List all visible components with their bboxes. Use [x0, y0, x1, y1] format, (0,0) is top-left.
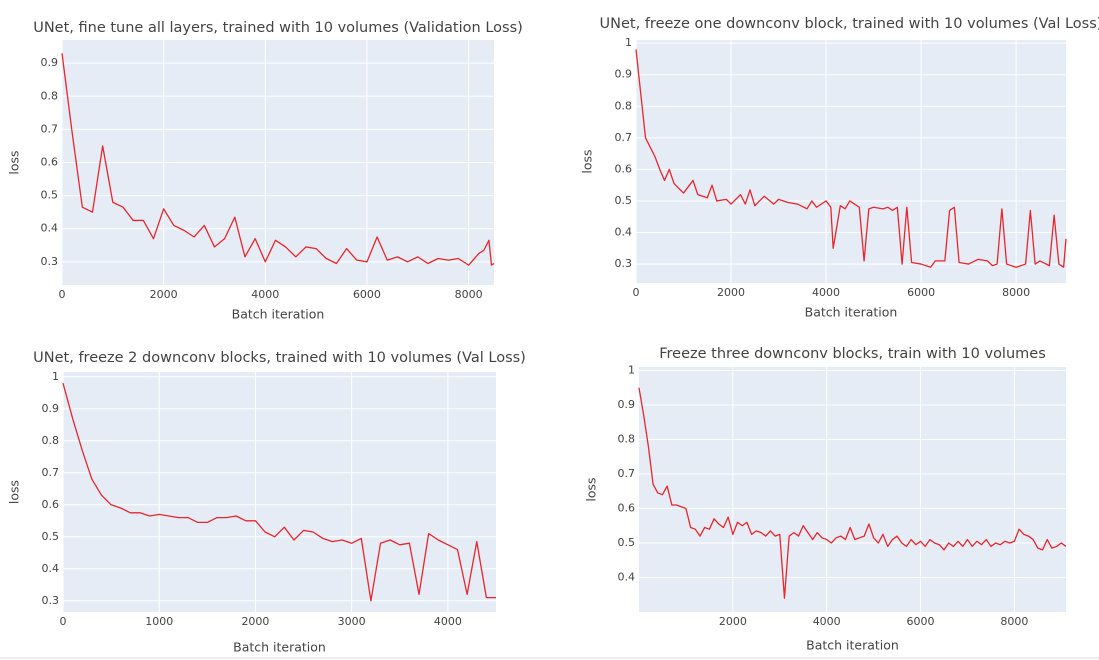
- x-tick-label: 2000: [719, 615, 747, 628]
- x-tick-label: 0: [633, 286, 640, 299]
- x-tick-label: 0: [60, 615, 67, 628]
- plot-area: [63, 372, 496, 612]
- y-tick-label: 0.5: [41, 189, 59, 202]
- y-tick-label: 0.7: [41, 122, 59, 135]
- y-axis-label: loss: [580, 149, 595, 173]
- y-tick-label: 0.3: [615, 257, 633, 270]
- x-tick-label: 6000: [907, 615, 935, 628]
- x-tick-label: 4000: [812, 286, 840, 299]
- y-tick-label: 0.9: [618, 398, 636, 411]
- y-tick-label: 0.3: [41, 255, 59, 268]
- loss-line: [638, 387, 1067, 599]
- y-tick-label: 0.8: [618, 432, 636, 445]
- y-tick-label: 1: [52, 370, 59, 383]
- plot-area: [639, 367, 1066, 612]
- y-tick-label: 0.5: [42, 530, 60, 543]
- loss-line: [61, 53, 495, 266]
- y-axis-label: loss: [7, 480, 22, 504]
- y-tick-label: 0.7: [42, 466, 60, 479]
- x-tick-label: 8000: [1000, 615, 1028, 628]
- x-axis-label: Batch iteration: [232, 307, 325, 322]
- y-tick-label: 0.9: [615, 68, 633, 81]
- plot-area: [636, 40, 1066, 283]
- y-tick-label: 0.4: [615, 226, 633, 239]
- x-tick-label: 4000: [434, 615, 462, 628]
- chart-title: UNet, freeze one downconv block, trained…: [600, 16, 1099, 32]
- y-tick-label: 0.6: [42, 498, 60, 511]
- x-tick-label: 8000: [1002, 286, 1030, 299]
- loss-line: [62, 383, 496, 602]
- x-tick-label: 2000: [241, 615, 269, 628]
- y-tick-label: 0.6: [41, 156, 59, 169]
- chart-title: UNet, fine tune all layers, trained with…: [33, 20, 523, 36]
- y-tick-label: 0.8: [42, 434, 60, 447]
- y-tick-label: 0.9: [41, 56, 59, 69]
- y-tick-label: 0.7: [615, 131, 633, 144]
- y-tick-label: 0.4: [41, 222, 59, 235]
- x-axis-label: Batch iteration: [233, 640, 326, 655]
- x-tick-label: 6000: [907, 286, 935, 299]
- x-tick-label: 6000: [353, 288, 381, 301]
- y-axis-label: loss: [584, 477, 599, 501]
- loss-line: [635, 49, 1067, 268]
- x-tick-label: 2000: [150, 288, 178, 301]
- y-tick-label: 0.8: [41, 89, 59, 102]
- x-tick-label: 4000: [813, 615, 841, 628]
- y-tick-label: 0.4: [42, 562, 60, 575]
- y-tick-label: 0.3: [42, 594, 60, 607]
- y-tick-label: 0.6: [618, 501, 636, 514]
- y-tick-label: 0.5: [618, 536, 636, 549]
- y-tick-label: 0.9: [42, 402, 60, 415]
- x-axis-label: Batch iteration: [805, 305, 898, 320]
- x-tick-label: 1000: [145, 615, 173, 628]
- y-tick-label: 0.5: [615, 194, 633, 207]
- x-axis-label: Batch iteration: [806, 638, 899, 653]
- x-tick-label: 3000: [338, 615, 366, 628]
- y-axis-label: loss: [7, 150, 22, 174]
- y-tick-label: 1: [625, 36, 632, 49]
- y-tick-label: 0.6: [615, 162, 633, 175]
- y-tick-label: 0.7: [618, 467, 636, 480]
- y-tick-label: 1: [628, 363, 635, 376]
- x-tick-label: 8000: [455, 288, 483, 301]
- y-tick-label: 0.4: [618, 570, 636, 583]
- x-tick-label: 0: [59, 288, 66, 301]
- chart-title: Freeze three downconv blocks, train with…: [659, 346, 1046, 362]
- x-tick-label: 4000: [251, 288, 279, 301]
- y-tick-label: 0.8: [615, 99, 633, 112]
- x-tick-label: 2000: [717, 286, 745, 299]
- chart-title: UNet, freeze 2 downconv blocks, trained …: [33, 350, 526, 366]
